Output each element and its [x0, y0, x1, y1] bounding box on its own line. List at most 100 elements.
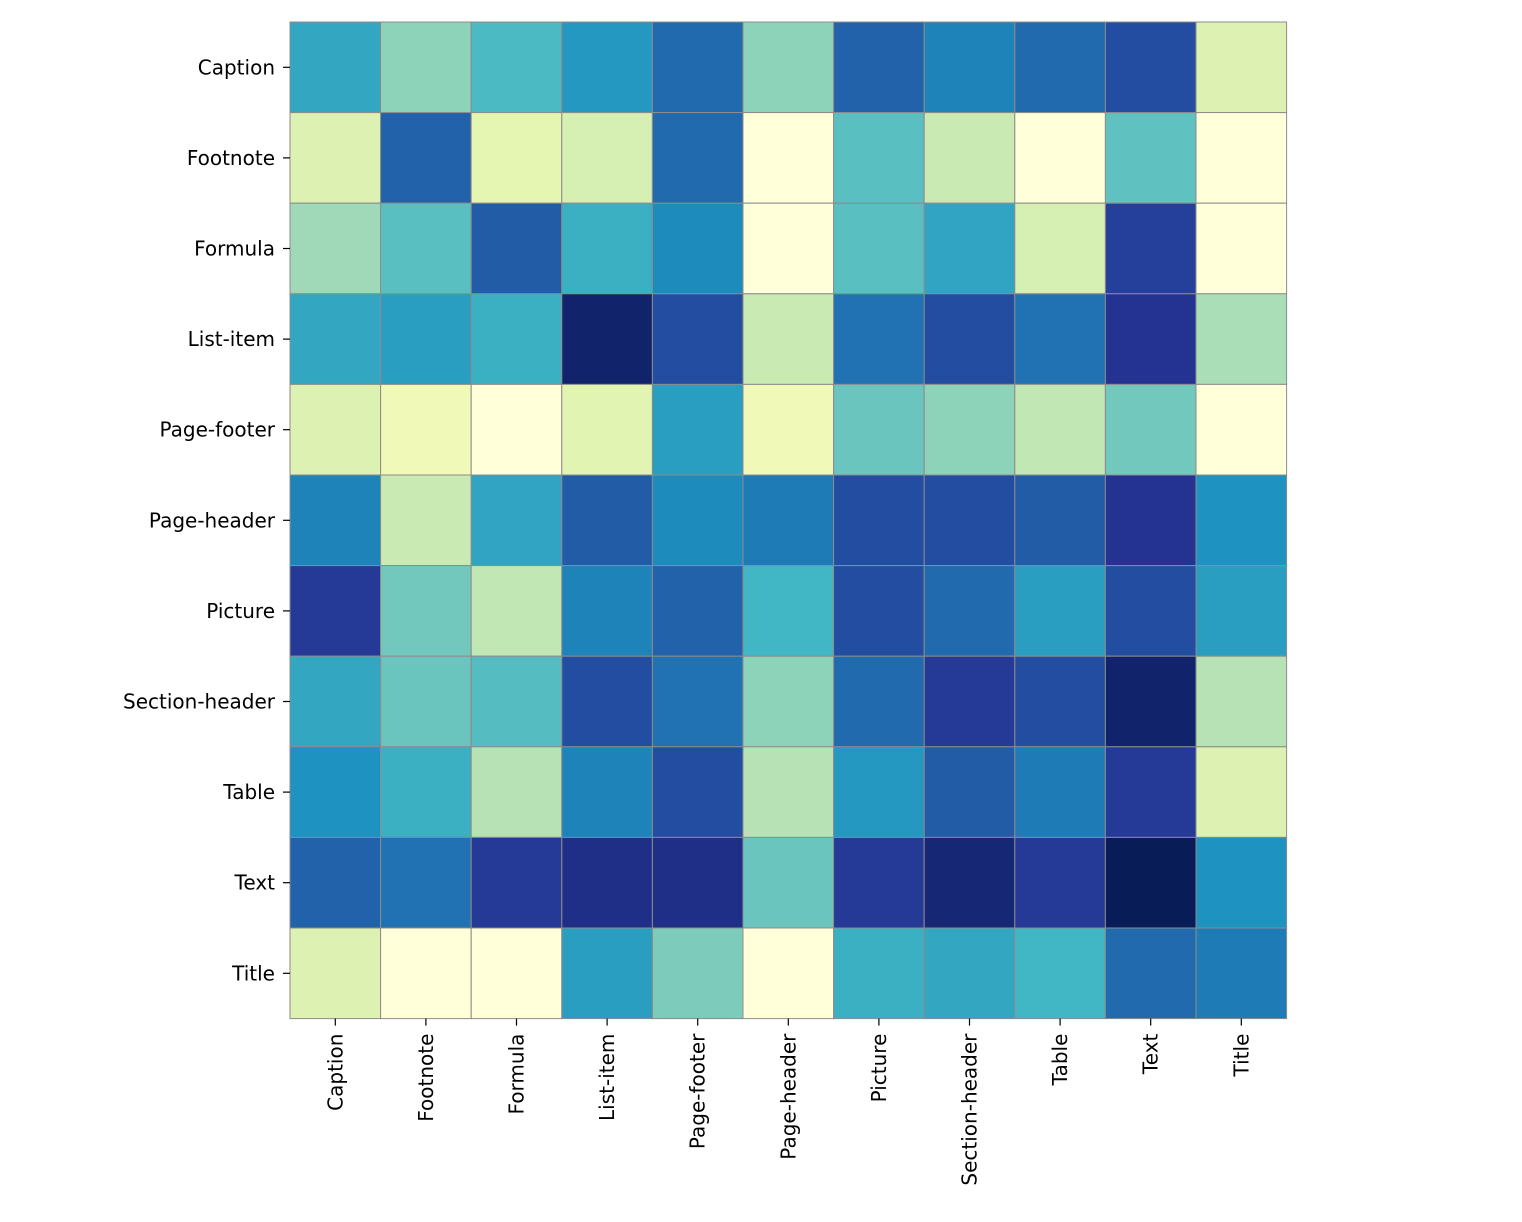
cell-section-header-list-item — [561, 655, 653, 748]
cell-title-list-item — [561, 927, 653, 1020]
cell-caption-formula — [470, 21, 563, 114]
x-tick-label-formula: Formula — [505, 1034, 529, 1115]
x-tick-label-caption: Caption — [323, 1034, 347, 1111]
cell-text-table — [1014, 836, 1106, 929]
cell-formula-page-footer — [651, 202, 744, 295]
cell-table-section-header — [923, 746, 1016, 838]
y-tick-label-page-header: Page-header — [149, 508, 276, 532]
cell-formula-caption — [289, 202, 382, 295]
cell-text-text — [1104, 836, 1197, 929]
cell-formula-picture — [833, 202, 925, 295]
cell-title-title — [1195, 927, 1288, 1020]
cell-caption-picture — [833, 21, 925, 114]
y-axis: Caption Footnote Formula List-item Page-foot… — [123, 55, 290, 985]
cell-text-section-header — [923, 836, 1016, 929]
cell-page-header-text — [1104, 474, 1197, 567]
y-tick-label-text: Text — [234, 871, 276, 895]
x-tick-label-title: Title — [1229, 1034, 1253, 1078]
x-axis: Caption Footnote Formula List-item Page-foot… — [323, 1018, 1253, 1186]
cell-title-footnote — [380, 927, 472, 1020]
cell-caption-page-footer — [651, 21, 744, 114]
cell-formula-footnote — [380, 202, 472, 295]
cell-page-footer-title — [1195, 383, 1288, 476]
cell-section-header-text — [1104, 655, 1197, 748]
cell-page-footer-table — [1014, 383, 1106, 476]
cell-footnote-section-header — [923, 112, 1016, 204]
x-tick-label-page-header: Page-header — [776, 1033, 800, 1160]
cell-section-header-formula — [470, 655, 563, 748]
cell-footnote-formula — [470, 112, 563, 204]
cell-footnote-title — [1195, 112, 1288, 204]
cell-picture-formula — [470, 565, 563, 657]
y-tick-label-picture: Picture — [206, 599, 275, 623]
y-tick-label-footnote: Footnote — [187, 146, 275, 170]
y-tick-label-section-header: Section-header — [123, 690, 276, 714]
cell-page-footer-list-item — [561, 383, 653, 476]
cell-formula-text — [1104, 202, 1197, 295]
cell-caption-footnote — [380, 21, 472, 114]
cell-text-picture — [833, 836, 925, 929]
cell-table-picture — [833, 746, 925, 838]
cell-picture-table — [1014, 565, 1106, 657]
cell-list-item-page-footer — [651, 293, 744, 385]
cell-picture-caption — [289, 565, 382, 657]
cell-list-item-page-header — [742, 293, 835, 385]
cell-caption-section-header — [923, 21, 1016, 114]
cell-page-footer-caption — [289, 383, 382, 476]
x-tick-label-text: Text — [1139, 1033, 1163, 1075]
cell-title-caption — [289, 927, 382, 1020]
cell-list-item-table — [1014, 293, 1106, 385]
x-tick-label-page-footer: Page-footer — [686, 1033, 710, 1149]
cell-text-formula — [470, 836, 563, 929]
cell-page-header-picture — [833, 474, 925, 567]
cell-picture-page-footer — [651, 565, 744, 657]
cell-footnote-caption — [289, 112, 382, 204]
cell-title-text — [1104, 927, 1197, 1020]
cell-table-footnote — [380, 746, 472, 838]
cell-title-table — [1014, 927, 1106, 1020]
cell-text-page-header — [742, 836, 835, 929]
cell-list-item-formula — [470, 293, 563, 385]
cell-title-page-footer — [651, 927, 744, 1020]
cell-section-header-picture — [833, 655, 925, 748]
cell-table-page-header — [742, 746, 835, 838]
y-tick-label-title: Title — [231, 961, 275, 985]
cell-picture-text — [1104, 565, 1197, 657]
cell-list-item-footnote — [380, 293, 472, 385]
cell-page-header-table — [1014, 474, 1106, 567]
cell-page-footer-page-header — [742, 383, 835, 476]
cell-formula-title — [1195, 202, 1288, 295]
cell-page-footer-formula — [470, 383, 563, 476]
cell-caption-text — [1104, 21, 1197, 114]
cell-page-footer-page-footer — [651, 383, 744, 476]
cell-formula-formula — [470, 202, 563, 295]
cell-page-header-section-header — [923, 474, 1016, 567]
cell-footnote-page-header — [742, 112, 835, 204]
x-tick-label-list-item: List-item — [595, 1034, 619, 1121]
cell-text-caption — [289, 836, 382, 929]
cell-table-text — [1104, 746, 1197, 838]
cell-section-header-table — [1014, 655, 1106, 748]
cell-page-footer-footnote — [380, 383, 472, 476]
x-tick-label-table: Table — [1048, 1034, 1072, 1087]
cell-footnote-picture — [833, 112, 925, 204]
cell-title-section-header — [923, 927, 1016, 1020]
cell-caption-title — [1195, 21, 1288, 114]
heatmap-cells — [289, 21, 1288, 1020]
cell-table-formula — [470, 746, 563, 838]
cell-caption-caption — [289, 21, 382, 114]
y-tick-label-table: Table — [222, 780, 275, 804]
cell-text-list-item — [561, 836, 653, 929]
cell-page-header-page-header — [742, 474, 835, 567]
cell-section-header-page-footer — [651, 655, 744, 748]
cell-caption-table — [1014, 21, 1106, 114]
cell-formula-section-header — [923, 202, 1016, 295]
cell-caption-page-header — [742, 21, 835, 114]
cell-picture-list-item — [561, 565, 653, 657]
x-tick-label-section-header: Section-header — [958, 1033, 982, 1186]
cell-page-header-footnote — [380, 474, 472, 567]
cell-page-footer-text — [1104, 383, 1197, 476]
cell-page-header-formula — [470, 474, 563, 567]
cell-table-caption — [289, 746, 382, 838]
